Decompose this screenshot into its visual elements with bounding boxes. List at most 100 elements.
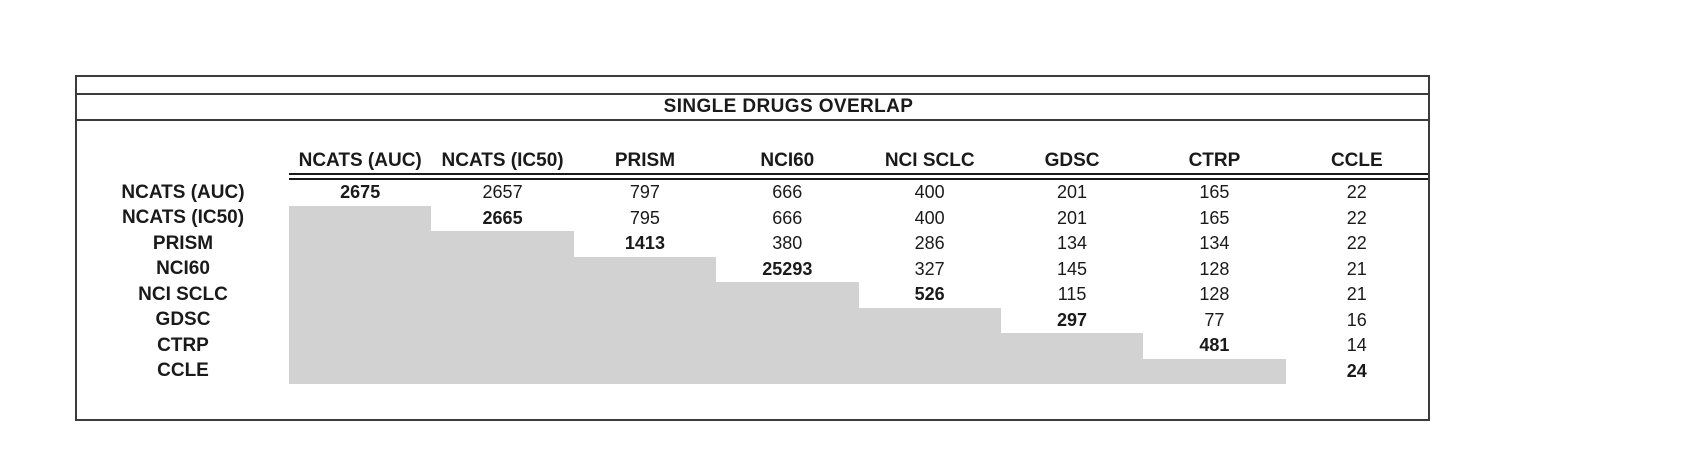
shaded-cell bbox=[289, 231, 432, 257]
header-row: NCATS (AUC) NCATS (IC50) PRISM NCI60 NCI SCL… bbox=[77, 149, 1428, 173]
matrix-cell: 526 bbox=[914, 284, 945, 305]
matrix-cell: 22 bbox=[1346, 207, 1367, 228]
shaded-cell bbox=[289, 333, 432, 359]
matrix-cell: 201 bbox=[1057, 207, 1088, 228]
matrix-cell: 795 bbox=[629, 207, 660, 228]
matrix-cell: 22 bbox=[1346, 182, 1367, 203]
shaded-cell bbox=[1000, 333, 1144, 359]
table-row: CCLE 24 bbox=[77, 358, 1428, 384]
matrix-rows: NCATS (AUC) 2675 2657 797 666 400 201 165 22 NCAT… bbox=[77, 180, 1428, 384]
shaded-cell bbox=[289, 205, 432, 231]
row-cells: 481 14 bbox=[289, 333, 1428, 359]
row-cells: 1413 380 286 134 134 22 bbox=[289, 231, 1428, 257]
matrix-cell: 286 bbox=[914, 233, 945, 254]
row-label: GDSC bbox=[155, 309, 211, 331]
shaded-cell bbox=[716, 307, 859, 333]
row-label: NCATS (IC50) bbox=[121, 207, 245, 229]
matrix-cell: 666 bbox=[772, 207, 803, 228]
table-row: NCI60 25293 327 145 128 21 bbox=[77, 256, 1428, 282]
shaded-cell bbox=[573, 358, 717, 384]
shaded-cell bbox=[858, 333, 1001, 359]
row-cells: 2675 2657 797 666 400 201 165 22 bbox=[289, 180, 1428, 206]
table-row: CTRP 481 14 bbox=[77, 333, 1428, 359]
row-label: CTRP bbox=[157, 334, 209, 356]
empty-top-band bbox=[77, 77, 1428, 95]
matrix-cell: 24 bbox=[1346, 360, 1367, 381]
shaded-cell bbox=[716, 333, 859, 359]
matrix-cell: 21 bbox=[1346, 284, 1367, 305]
shaded-cell bbox=[431, 307, 574, 333]
shaded-cell bbox=[431, 231, 574, 257]
row-cells: 25293 327 145 128 21 bbox=[289, 256, 1428, 282]
shaded-cell bbox=[431, 282, 574, 308]
table-title: SINGLE DRUGS OVERLAP bbox=[663, 96, 914, 117]
shaded-cell bbox=[431, 358, 574, 384]
column-header: GDSC bbox=[1044, 150, 1100, 171]
row-label: NCATS (AUC) bbox=[121, 181, 245, 203]
matrix-cell: 400 bbox=[914, 182, 945, 203]
column-headers: NCATS (AUC) NCATS (IC50) PRISM NCI60 NCI SCL… bbox=[289, 149, 1428, 173]
matrix-cell: 134 bbox=[1199, 233, 1230, 254]
shaded-cell bbox=[289, 256, 432, 282]
row-cells: 526 115 128 21 bbox=[289, 282, 1428, 308]
matrix-cell: 21 bbox=[1346, 258, 1367, 279]
matrix-cell: 400 bbox=[914, 207, 945, 228]
shaded-cell bbox=[573, 307, 717, 333]
matrix-cell: 2665 bbox=[482, 207, 523, 228]
shaded-cell bbox=[716, 282, 859, 308]
matrix-cell: 16 bbox=[1346, 309, 1367, 330]
table-row: GDSC 297 77 16 bbox=[77, 307, 1428, 333]
column-header: NCATS (AUC) bbox=[298, 150, 422, 171]
matrix-cell: 165 bbox=[1199, 182, 1230, 203]
shaded-cell bbox=[289, 307, 432, 333]
row-cells: 297 77 16 bbox=[289, 307, 1428, 333]
matrix-cell: 2675 bbox=[340, 182, 381, 203]
row-cells: 2665 795 666 400 201 165 22 bbox=[289, 205, 1428, 231]
shaded-cell bbox=[858, 358, 1001, 384]
matrix-cell: 25293 bbox=[762, 258, 813, 279]
matrix-cell: 666 bbox=[772, 182, 803, 203]
shaded-cell bbox=[573, 282, 717, 308]
matrix-cell: 165 bbox=[1199, 207, 1230, 228]
column-header: NCI60 bbox=[760, 150, 815, 171]
matrix-area: NCATS (AUC) NCATS (IC50) PRISM NCI60 NCI SCL… bbox=[77, 121, 1428, 384]
matrix-cell: 481 bbox=[1199, 335, 1230, 356]
column-header: CCLE bbox=[1330, 150, 1383, 171]
matrix-cell: 134 bbox=[1057, 233, 1088, 254]
table-row: NCATS (IC50) 2665 795 666 400 201 165 22 bbox=[77, 205, 1428, 231]
header-double-rule bbox=[289, 173, 1428, 180]
column-header: CTRP bbox=[1188, 150, 1241, 171]
shaded-cell bbox=[431, 333, 574, 359]
table-row: PRISM 1413 380 286 134 134 22 bbox=[77, 231, 1428, 257]
column-header: NCATS (IC50) bbox=[441, 150, 564, 171]
matrix-cell: 115 bbox=[1057, 284, 1087, 305]
shaded-cell bbox=[1000, 358, 1144, 384]
row-label: CCLE bbox=[157, 360, 209, 382]
row-cells: 24 bbox=[289, 358, 1428, 384]
matrix-cell: 1413 bbox=[624, 233, 665, 254]
matrix-cell: 201 bbox=[1057, 182, 1088, 203]
matrix-cell: 380 bbox=[772, 233, 803, 254]
matrix-cell: 128 bbox=[1199, 284, 1230, 305]
column-header: PRISM bbox=[614, 150, 676, 171]
table-row: NCI SCLC 526 115 128 21 bbox=[77, 282, 1428, 308]
shaded-cell bbox=[573, 256, 717, 282]
matrix-cell: 297 bbox=[1057, 309, 1088, 330]
matrix-cell: 2657 bbox=[482, 182, 523, 203]
matrix-cell: 797 bbox=[629, 182, 660, 203]
shaded-cell bbox=[858, 307, 1001, 333]
row-label: PRISM bbox=[152, 232, 214, 254]
matrix-cell: 22 bbox=[1346, 233, 1367, 254]
overlap-table: SINGLE DRUGS OVERLAP NCATS (AUC) NCATS (I… bbox=[75, 75, 1430, 421]
shaded-cell bbox=[431, 256, 574, 282]
shaded-cell bbox=[289, 282, 432, 308]
shaded-cell bbox=[716, 358, 859, 384]
shaded-cell bbox=[289, 358, 432, 384]
matrix-cell: 14 bbox=[1346, 335, 1367, 356]
shaded-cell bbox=[1143, 358, 1286, 384]
table-title-band: SINGLE DRUGS OVERLAP bbox=[77, 95, 1428, 121]
matrix-cell: 77 bbox=[1204, 309, 1225, 330]
matrix-cell: 145 bbox=[1057, 258, 1088, 279]
column-header: NCI SCLC bbox=[884, 150, 975, 171]
